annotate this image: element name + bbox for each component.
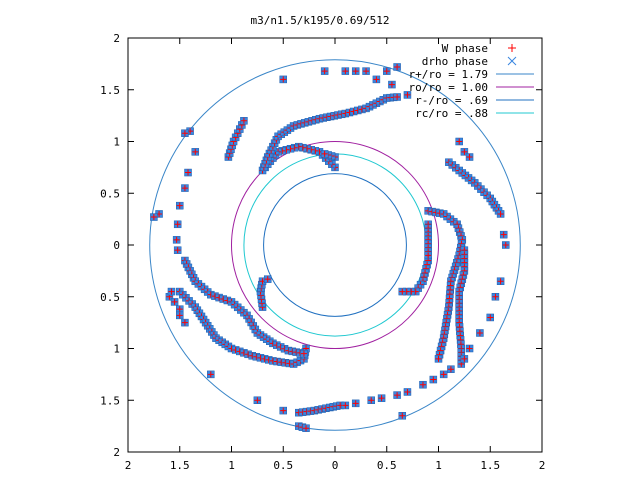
x-tick-label: 2 <box>125 459 132 472</box>
legend-label: r+/ro = 1.79 <box>409 68 488 81</box>
scatter-point-w <box>181 319 188 326</box>
scatter-point-w <box>388 81 395 88</box>
scatter-point-w <box>492 293 499 300</box>
circle-r1_79 <box>149 59 521 431</box>
scatter-point-w <box>447 366 454 373</box>
y-tick-label: 0.5 <box>100 291 120 304</box>
scatter-point-w <box>352 68 359 75</box>
scatter-point-w <box>171 298 178 305</box>
scatter-point-w <box>476 329 483 336</box>
arm4-point-w <box>425 252 432 259</box>
scatter-point-w <box>173 236 180 243</box>
y-tick-label: 2 <box>113 446 120 459</box>
scatter-point-w <box>181 185 188 192</box>
arm1-point-w <box>240 117 247 124</box>
x-tick-label: 0.5 <box>273 459 293 472</box>
scatter-point-w <box>497 278 504 285</box>
x-tick-label: 0.5 <box>377 459 397 472</box>
scatter-point-w <box>150 214 157 221</box>
scatter-point-w <box>176 306 183 313</box>
y-tick-label: 1 <box>113 343 120 356</box>
x-tick-label: 1.5 <box>170 459 190 472</box>
scatter-point-w <box>174 247 181 254</box>
scatter-point-w <box>363 68 370 75</box>
y-tick-label: 1.5 <box>100 394 120 407</box>
scatter-point-w <box>461 355 468 362</box>
scatter-point-w <box>487 314 494 321</box>
legend-label: W phase <box>442 42 488 55</box>
arm7-point-w <box>497 210 504 217</box>
x-tick-label: 1 <box>435 459 442 472</box>
scatter-point-w <box>280 76 287 83</box>
scatter-point-w <box>502 242 509 248</box>
x-tick-label: 1.5 <box>480 459 500 472</box>
scatter-point-w <box>185 169 192 176</box>
scatter-point-w <box>456 138 463 145</box>
scatter-point-w <box>342 402 349 409</box>
y-tick-label: 0.5 <box>100 187 120 200</box>
arm12-point-w <box>303 425 310 432</box>
scatter-point-w <box>404 388 411 395</box>
reference-circles <box>149 59 521 431</box>
scatter-point-w <box>419 381 426 388</box>
legend-marker <box>508 44 516 52</box>
arm9-point-w <box>300 350 307 357</box>
x-tick-label: 0 <box>332 459 339 472</box>
scatter-point-w <box>440 371 447 378</box>
circle-r1 <box>231 141 439 349</box>
scatter-point-w <box>500 231 507 238</box>
scatter-point-w <box>399 412 406 419</box>
scatter-point-w <box>373 76 380 83</box>
scatter-point-w <box>466 345 473 352</box>
scatter-point-w <box>176 202 183 209</box>
scatter-point-w <box>342 68 349 75</box>
scatter-point-w <box>430 376 437 383</box>
scatter-point-w <box>168 288 175 295</box>
scatter-point-w <box>404 91 411 98</box>
phase-points <box>150 63 510 432</box>
scatter-point-w <box>466 154 473 161</box>
scatter-point-w <box>254 397 261 404</box>
scatter-point-w <box>181 130 188 137</box>
scatter-point-w <box>321 68 328 75</box>
axis-ticks: 2 1.5 1 0.5 0 0.5 1 1.5 221.510.500.511.52 <box>100 32 545 472</box>
scatter-point-w <box>280 407 287 414</box>
scatter-point-w <box>368 397 375 404</box>
scatter-point-w <box>394 392 401 399</box>
arm0-point-w <box>394 93 401 100</box>
legend-label: ro/ro = 1.00 <box>409 81 488 94</box>
y-tick-label: 2 <box>113 32 120 45</box>
scatter-point-w <box>192 148 199 155</box>
scatter-point-w <box>176 312 183 319</box>
scatter-point-w <box>207 371 214 378</box>
chart-title: m3/n1.5/k195/0.69/512 <box>250 14 389 27</box>
arm3-point-w <box>399 288 406 295</box>
legend-label: rc/ro = .88 <box>415 107 488 120</box>
x-tick-label: 1 <box>228 459 235 472</box>
y-tick-label: 1.5 <box>100 84 120 97</box>
scatter-point-w <box>378 395 385 402</box>
y-tick-label: 0 <box>113 239 120 252</box>
legend-marker <box>507 56 517 66</box>
legend-label: drho phase <box>422 55 488 68</box>
scatter-point-w <box>394 63 401 70</box>
legend-label: r-/ro = .69 <box>415 94 488 107</box>
arm10-point-w <box>264 276 271 283</box>
circle-r0_88 <box>243 153 427 337</box>
scatter-point-w <box>174 221 181 228</box>
circle-r0_69 <box>263 173 407 317</box>
y-tick-label: 1 <box>113 136 120 149</box>
x-tick-label: 2 <box>539 459 546 472</box>
scatter-point-w <box>383 68 390 75</box>
arm5-point-w <box>435 355 442 362</box>
scatter-point-w <box>461 148 468 155</box>
arm2-point-w <box>321 150 328 157</box>
scatter-point-w <box>352 400 359 407</box>
